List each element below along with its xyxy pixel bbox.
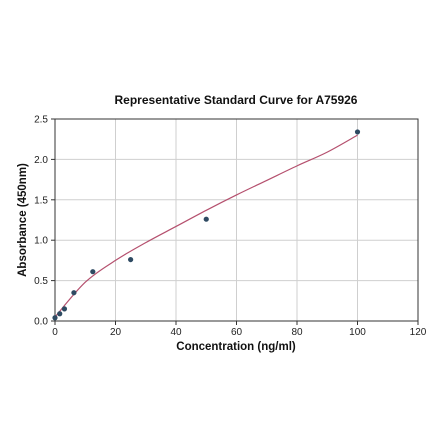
data-point	[52, 315, 58, 321]
data-point	[90, 269, 96, 275]
x-axis-label: Concentration (ng/ml)	[176, 341, 296, 353]
x-tick-label: 60	[231, 327, 243, 338]
y-tick-label: 0.5	[34, 276, 48, 287]
data-point	[57, 311, 63, 317]
y-tick-label: 2.0	[34, 155, 48, 166]
x-tick-label: 80	[291, 327, 303, 338]
x-tick-label: 120	[410, 327, 427, 338]
x-tick-label: 40	[170, 327, 182, 338]
x-tick-label: 20	[110, 327, 122, 338]
chart-title: Representative Standard Curve for A75926	[115, 93, 358, 107]
data-point	[354, 129, 361, 135]
data-point	[128, 256, 134, 263]
data-point	[203, 216, 209, 222]
fit-curve-line	[54, 134, 358, 318]
axis-ticks: 0 20 40 60 80 100 120 0.0 0.5 1.0 1.5 2.0 2.5	[34, 115, 427, 339]
y-axis-label: Absorbance (450nm)	[17, 163, 29, 277]
x-tick-label: 100	[349, 327, 366, 338]
data-point	[61, 306, 68, 312]
fit-curve-layer	[54, 134, 358, 318]
y-tick-label: 1.5	[34, 195, 48, 206]
y-tick-label: 0.0	[34, 317, 48, 328]
y-tick-label: 2.5	[34, 115, 48, 126]
grid	[55, 119, 418, 321]
y-tick-label: 1.0	[34, 236, 48, 247]
data-point	[71, 290, 77, 296]
x-tick-label: 0	[52, 327, 58, 338]
data-points	[52, 129, 361, 321]
